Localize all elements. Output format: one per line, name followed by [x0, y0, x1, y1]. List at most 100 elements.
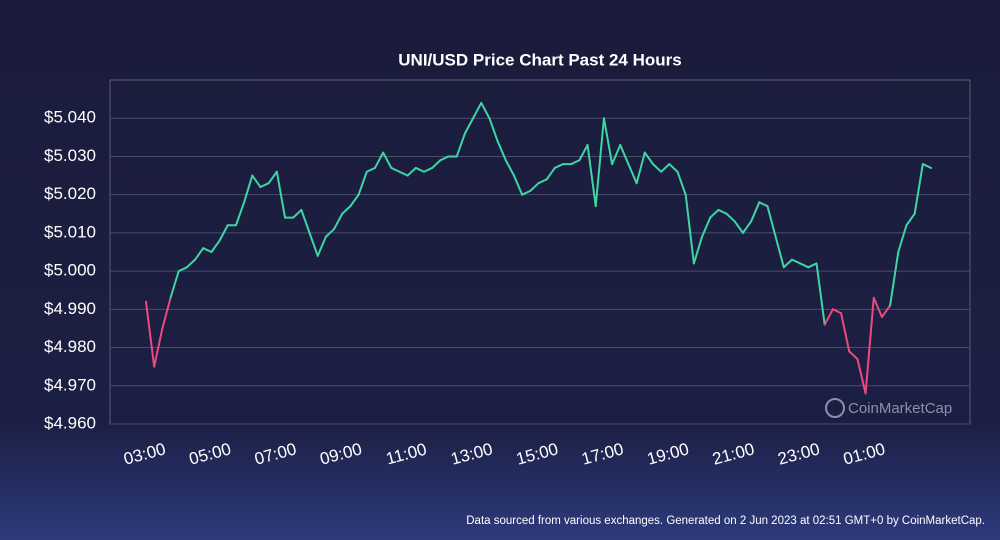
- price-segment: [921, 163, 932, 169]
- price-segment: [913, 163, 924, 215]
- price-segment: [660, 163, 671, 173]
- price-segment: [570, 159, 581, 166]
- price-segment: [840, 312, 851, 353]
- price-segment: [807, 262, 818, 269]
- price-segment: [594, 117, 605, 208]
- price-segment: [733, 220, 744, 234]
- price-segment: [153, 327, 164, 368]
- price-segment: [725, 212, 736, 223]
- price-segment: [701, 216, 712, 238]
- price-segment: [521, 189, 532, 196]
- price-segment: [406, 166, 417, 177]
- price-segment: [831, 308, 843, 315]
- price-segment: [333, 212, 344, 231]
- y-tick-label: $4.960: [44, 413, 96, 432]
- price-segment: [455, 132, 466, 158]
- price-segment: [349, 193, 360, 208]
- price-segment: [472, 101, 483, 120]
- price-segment: [496, 140, 507, 162]
- y-tick-label: $4.970: [44, 375, 96, 394]
- price-segment: [799, 262, 810, 269]
- price-segment: [684, 193, 695, 265]
- y-tick-label: $5.000: [44, 261, 96, 280]
- price-segment: [635, 151, 646, 185]
- price-segment: [766, 205, 777, 238]
- price-segment: [815, 262, 826, 326]
- price-segment: [145, 300, 156, 368]
- chart-title: UNI/USD Price Chart Past 24 Hours: [398, 50, 681, 69]
- price-segment: [275, 170, 287, 219]
- price-segment: [382, 151, 393, 169]
- price-segment: [324, 228, 336, 238]
- footnote: Data sourced from various exchanges. Gen…: [466, 515, 985, 527]
- price-segment: [341, 205, 352, 215]
- y-tick-label: $4.990: [44, 299, 96, 318]
- price-segment: [529, 182, 540, 192]
- price-segment: [897, 224, 908, 253]
- y-tick-label: $4.980: [44, 337, 96, 356]
- watermark: CoinMarketCap: [848, 400, 952, 417]
- price-segment: [848, 350, 859, 361]
- price-segment: [488, 117, 499, 143]
- price-segment: [292, 208, 303, 219]
- price-segment: [545, 166, 556, 181]
- price-segment: [709, 208, 720, 219]
- price-segment: [823, 308, 834, 326]
- price-segment: [774, 235, 785, 269]
- price-segment: [553, 163, 565, 169]
- price-segment: [856, 358, 867, 395]
- price-segment: [414, 166, 426, 173]
- price-segment: [365, 166, 376, 173]
- price-segment: [308, 231, 319, 257]
- price-segment: [316, 235, 327, 257]
- price-segment: [243, 174, 254, 204]
- price-segment: [373, 151, 385, 169]
- price-segment: [676, 170, 687, 196]
- price-segment: [431, 159, 442, 169]
- price-segment: [627, 163, 638, 185]
- price-segment: [161, 296, 172, 330]
- price-segment: [586, 143, 597, 208]
- price-segment: [619, 143, 630, 166]
- y-tick-label: $5.010: [44, 222, 96, 241]
- price-segment: [537, 178, 548, 185]
- price-segment: [300, 208, 311, 234]
- price-segment: [782, 258, 793, 269]
- price-segment: [390, 166, 401, 173]
- price-segment: [750, 201, 761, 223]
- watermark-logo: [825, 398, 845, 418]
- price-segment: [177, 266, 188, 273]
- price-segment: [202, 247, 213, 253]
- price-segment: [643, 151, 654, 166]
- price-segment: [905, 212, 916, 227]
- price-segment: [463, 117, 475, 135]
- price-segment: [169, 270, 180, 299]
- y-tick-label: $5.030: [44, 146, 96, 165]
- price-segment: [512, 174, 524, 196]
- price-segment: [864, 296, 875, 395]
- price-segment: [259, 182, 270, 189]
- price-segment: [185, 258, 197, 269]
- price-segment: [267, 170, 278, 185]
- price-segment: [880, 304, 892, 318]
- price-segment: [872, 296, 883, 318]
- price-segment: [651, 163, 663, 173]
- price-segment: [439, 155, 450, 162]
- y-tick-label: $5.040: [44, 108, 96, 127]
- price-segment: [611, 143, 622, 166]
- price-segment: [194, 247, 205, 261]
- price-segment: [889, 251, 900, 307]
- price-segment: [251, 174, 262, 189]
- price-segment: [602, 117, 614, 166]
- price-segment: [234, 201, 246, 227]
- price-segment: [668, 163, 679, 173]
- price-segment: [504, 159, 515, 177]
- price-segment: [423, 166, 434, 173]
- price-segment: [692, 235, 704, 265]
- price-segment: [357, 170, 368, 196]
- price-segment: [758, 201, 769, 208]
- price-segment: [790, 258, 802, 265]
